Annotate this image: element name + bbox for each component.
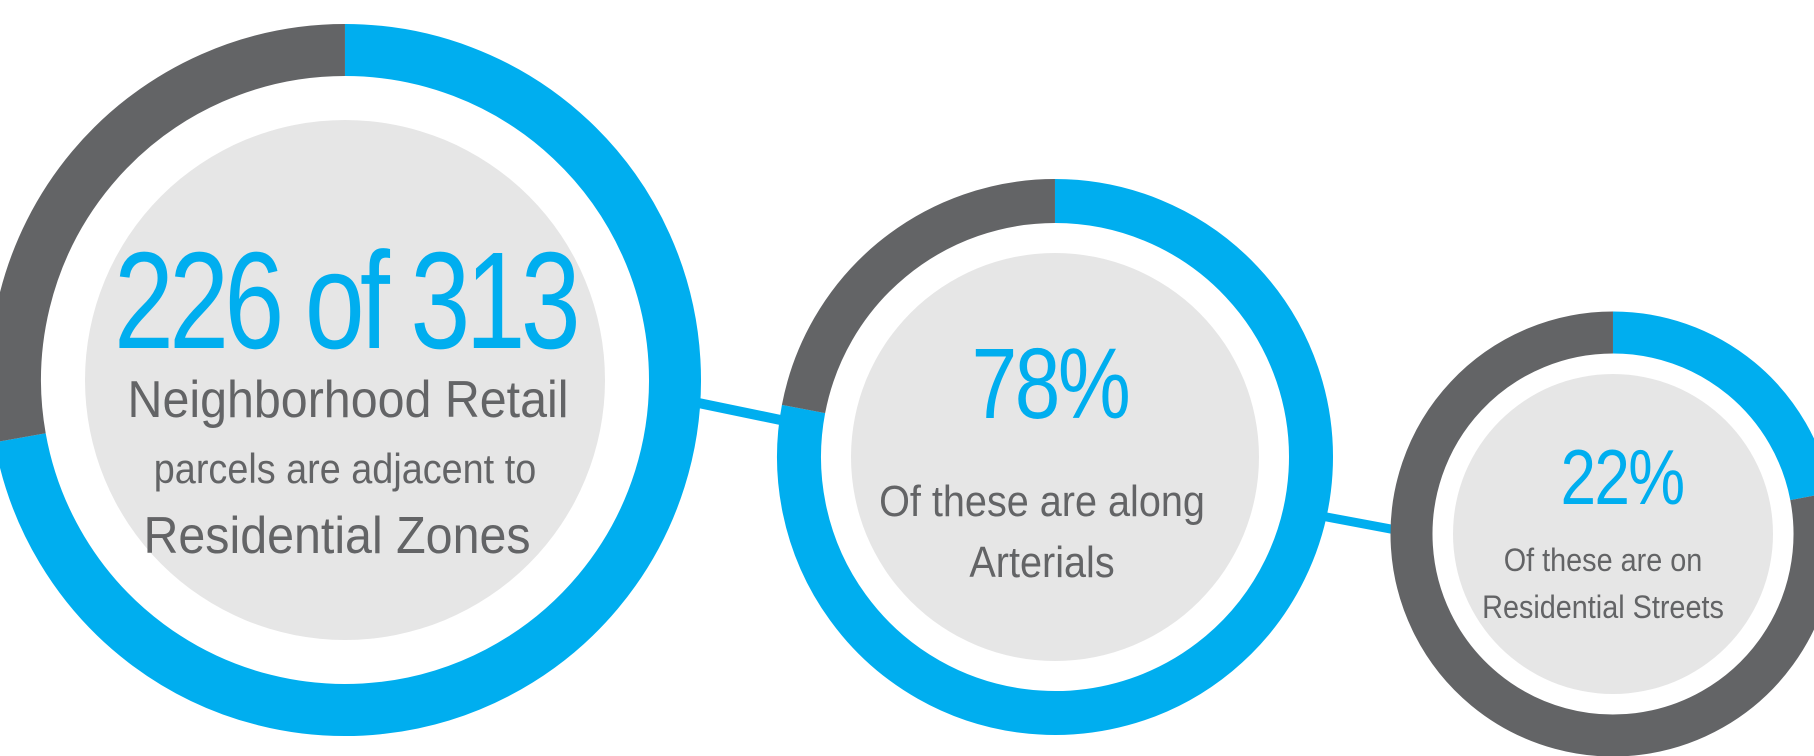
circle-3-remainder-arc xyxy=(1390,311,1814,756)
circle-3-headline: 22% xyxy=(1560,433,1685,521)
circle-3-line-1: Of these are on xyxy=(1503,542,1703,578)
connector-line-1 xyxy=(682,395,797,428)
circle-2-remainder-arc xyxy=(781,179,1056,414)
circle-1-line-1: Neighborhood Retail xyxy=(127,371,569,429)
circle-3-line-2: Residential Streets xyxy=(1482,589,1724,625)
circle-1-headline: 226 of 313 xyxy=(114,224,581,378)
circle-1-line-3: Residential Zones xyxy=(143,507,531,565)
circle-2-value-arc xyxy=(777,179,1333,735)
circle-1-line-2: parcels are adjacent to xyxy=(153,445,537,492)
circle-2-headline: 78% xyxy=(971,328,1131,440)
circle-1-fill xyxy=(85,120,605,640)
circle-3-fill xyxy=(1453,374,1773,694)
circle-2-line-1: Of these are along xyxy=(879,477,1205,526)
circle-3-value-arc xyxy=(1612,311,1814,501)
circle-1-value-arc xyxy=(0,24,701,736)
circle-1-remainder-arc xyxy=(0,24,345,442)
circle-2-line-2: Arterials xyxy=(969,538,1115,587)
circle-2-fill xyxy=(851,253,1259,661)
